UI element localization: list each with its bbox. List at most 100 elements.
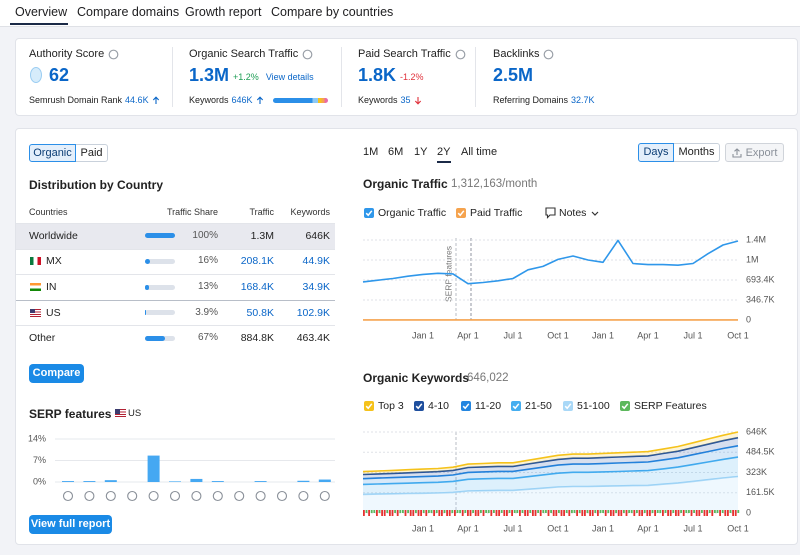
metric-header: Backlinks <box>493 48 554 60</box>
keywords-value[interactable]: 102.9K <box>296 306 330 319</box>
metric-header: Organic Search Traffic <box>189 48 313 60</box>
metric-header: Paid Search Traffic <box>358 48 466 60</box>
period-option[interactable]: 1M <box>363 146 379 158</box>
tab[interactable]: Compare domains <box>77 5 180 19</box>
metric-sub-label: Referring Domains <box>493 95 569 105</box>
metric-divider <box>172 47 173 107</box>
legend-label[interactable]: Paid Traffic <box>470 207 523 219</box>
traffic-value[interactable]: 168.4K <box>240 281 274 293</box>
metric-sub-row: Keywords 35 <box>358 95 422 105</box>
metric-sub-label: Keywords <box>189 95 229 105</box>
metric-sub-value: 35 <box>400 95 411 105</box>
arrow-down <box>414 96 421 105</box>
traffic-value: 884.8K <box>240 332 274 345</box>
period-option[interactable]: 6M <box>388 146 404 158</box>
metric-divider <box>341 47 342 107</box>
share-bar <box>145 335 166 341</box>
tab[interactable]: Growth report <box>185 5 262 19</box>
arrow-up <box>152 95 159 104</box>
info-icon <box>455 49 466 59</box>
table-row <box>16 299 335 326</box>
share-label: 13% <box>197 281 218 292</box>
chart-title: Organic Traffic <box>363 177 448 191</box>
country-name: US <box>46 306 61 319</box>
country-name: IN <box>46 281 57 293</box>
toggle-paid[interactable]: Paid <box>76 144 108 162</box>
arrow-shape <box>414 96 421 105</box>
metric-value-row: 62 <box>29 64 69 86</box>
info-icon-circle <box>108 49 119 59</box>
period-underline <box>437 161 451 163</box>
traffic-value: 1.3M <box>250 229 274 242</box>
full-report-button[interactable]: View full report <box>29 515 112 534</box>
flag <box>30 257 41 266</box>
period-option[interactable]: All time <box>461 146 498 158</box>
compare-button[interactable]: Compare <box>29 364 84 383</box>
metric-sub-value: 646K <box>231 95 253 105</box>
metric-divider <box>475 47 476 107</box>
flag-canton <box>30 308 35 314</box>
metric-value-row: 2.5M <box>493 64 533 86</box>
column-header: Keywords <box>290 207 330 217</box>
flag <box>30 283 41 291</box>
keywords-value[interactable]: 34.9K <box>302 281 330 293</box>
share-label: 16% <box>197 255 218 267</box>
share-track <box>145 284 175 290</box>
legend-label[interactable]: 11-20 <box>475 400 502 412</box>
toggle-organic[interactable]: Organic <box>29 144 76 162</box>
notes-label[interactable]: Notes <box>559 207 587 219</box>
tab[interactable]: Overview <box>15 5 68 19</box>
metric-value-row: 1.3M +1.2% View details <box>189 64 314 86</box>
legend-label[interactable]: Organic Traffic <box>378 207 447 219</box>
metric-change: +1.2% <box>233 72 259 82</box>
arrow-up <box>256 95 263 104</box>
metric-sub-label: Keywords <box>358 95 398 105</box>
legend-label[interactable]: Top 3 <box>378 400 404 412</box>
share-label: 100% <box>192 229 218 241</box>
metric-sub-label: Semrush Domain Rank <box>29 95 123 105</box>
legend-label[interactable]: SERP Features <box>634 400 707 412</box>
share-track <box>145 310 175 316</box>
traffic-value[interactable]: 208.1K <box>240 255 274 268</box>
country-name: Other <box>29 332 56 345</box>
metric-title: Backlinks <box>493 48 540 60</box>
traffic-value[interactable]: 50.8K <box>246 306 274 319</box>
flag <box>115 409 126 417</box>
share-track <box>145 258 175 264</box>
metric-sub-value: 44.6K <box>125 95 149 105</box>
metric-value-row: 1.8K -1.2% <box>358 64 424 86</box>
metric-link[interactable]: View details <box>265 72 314 82</box>
metrics-card <box>15 38 798 116</box>
granularity-months[interactable]: Months <box>674 143 720 162</box>
share-bar <box>145 284 149 290</box>
info-icon <box>108 49 119 59</box>
metric-sub-value: 32.7K <box>571 95 595 105</box>
info-icon-circle <box>455 49 466 59</box>
table-row <box>16 223 335 249</box>
score-icon <box>30 67 42 83</box>
share-bar <box>145 310 147 316</box>
metric-change: -1.2% <box>400 72 424 82</box>
period-option[interactable]: 1Y <box>414 146 428 158</box>
legend-label[interactable]: 4-10 <box>428 400 450 412</box>
keywords-value: 463.4K <box>296 332 330 345</box>
export-button[interactable]: Export <box>725 143 784 162</box>
keywords-value[interactable]: 44.9K <box>302 255 330 268</box>
chart-subtitle: 1,312,163/month <box>451 178 538 190</box>
share-bar <box>145 258 150 264</box>
legend-label[interactable]: 51-100 <box>577 400 610 412</box>
tab[interactable]: Compare by countries <box>271 5 394 19</box>
metric-header: Authority Score <box>29 48 119 60</box>
flag <box>30 308 41 317</box>
export-label: Export <box>745 146 778 159</box>
granularity-days[interactable]: Days <box>638 143 674 162</box>
table-row <box>16 325 335 351</box>
info-icon-circle <box>302 49 313 59</box>
metric-title: Organic Search Traffic <box>189 48 299 60</box>
section-title: SERP features <box>29 407 112 421</box>
keyword-distribution-bar <box>272 97 328 103</box>
keywords-value: 646K <box>305 229 330 242</box>
period-option[interactable]: 2Y <box>437 146 451 158</box>
legend-label[interactable]: 21-50 <box>525 400 552 412</box>
